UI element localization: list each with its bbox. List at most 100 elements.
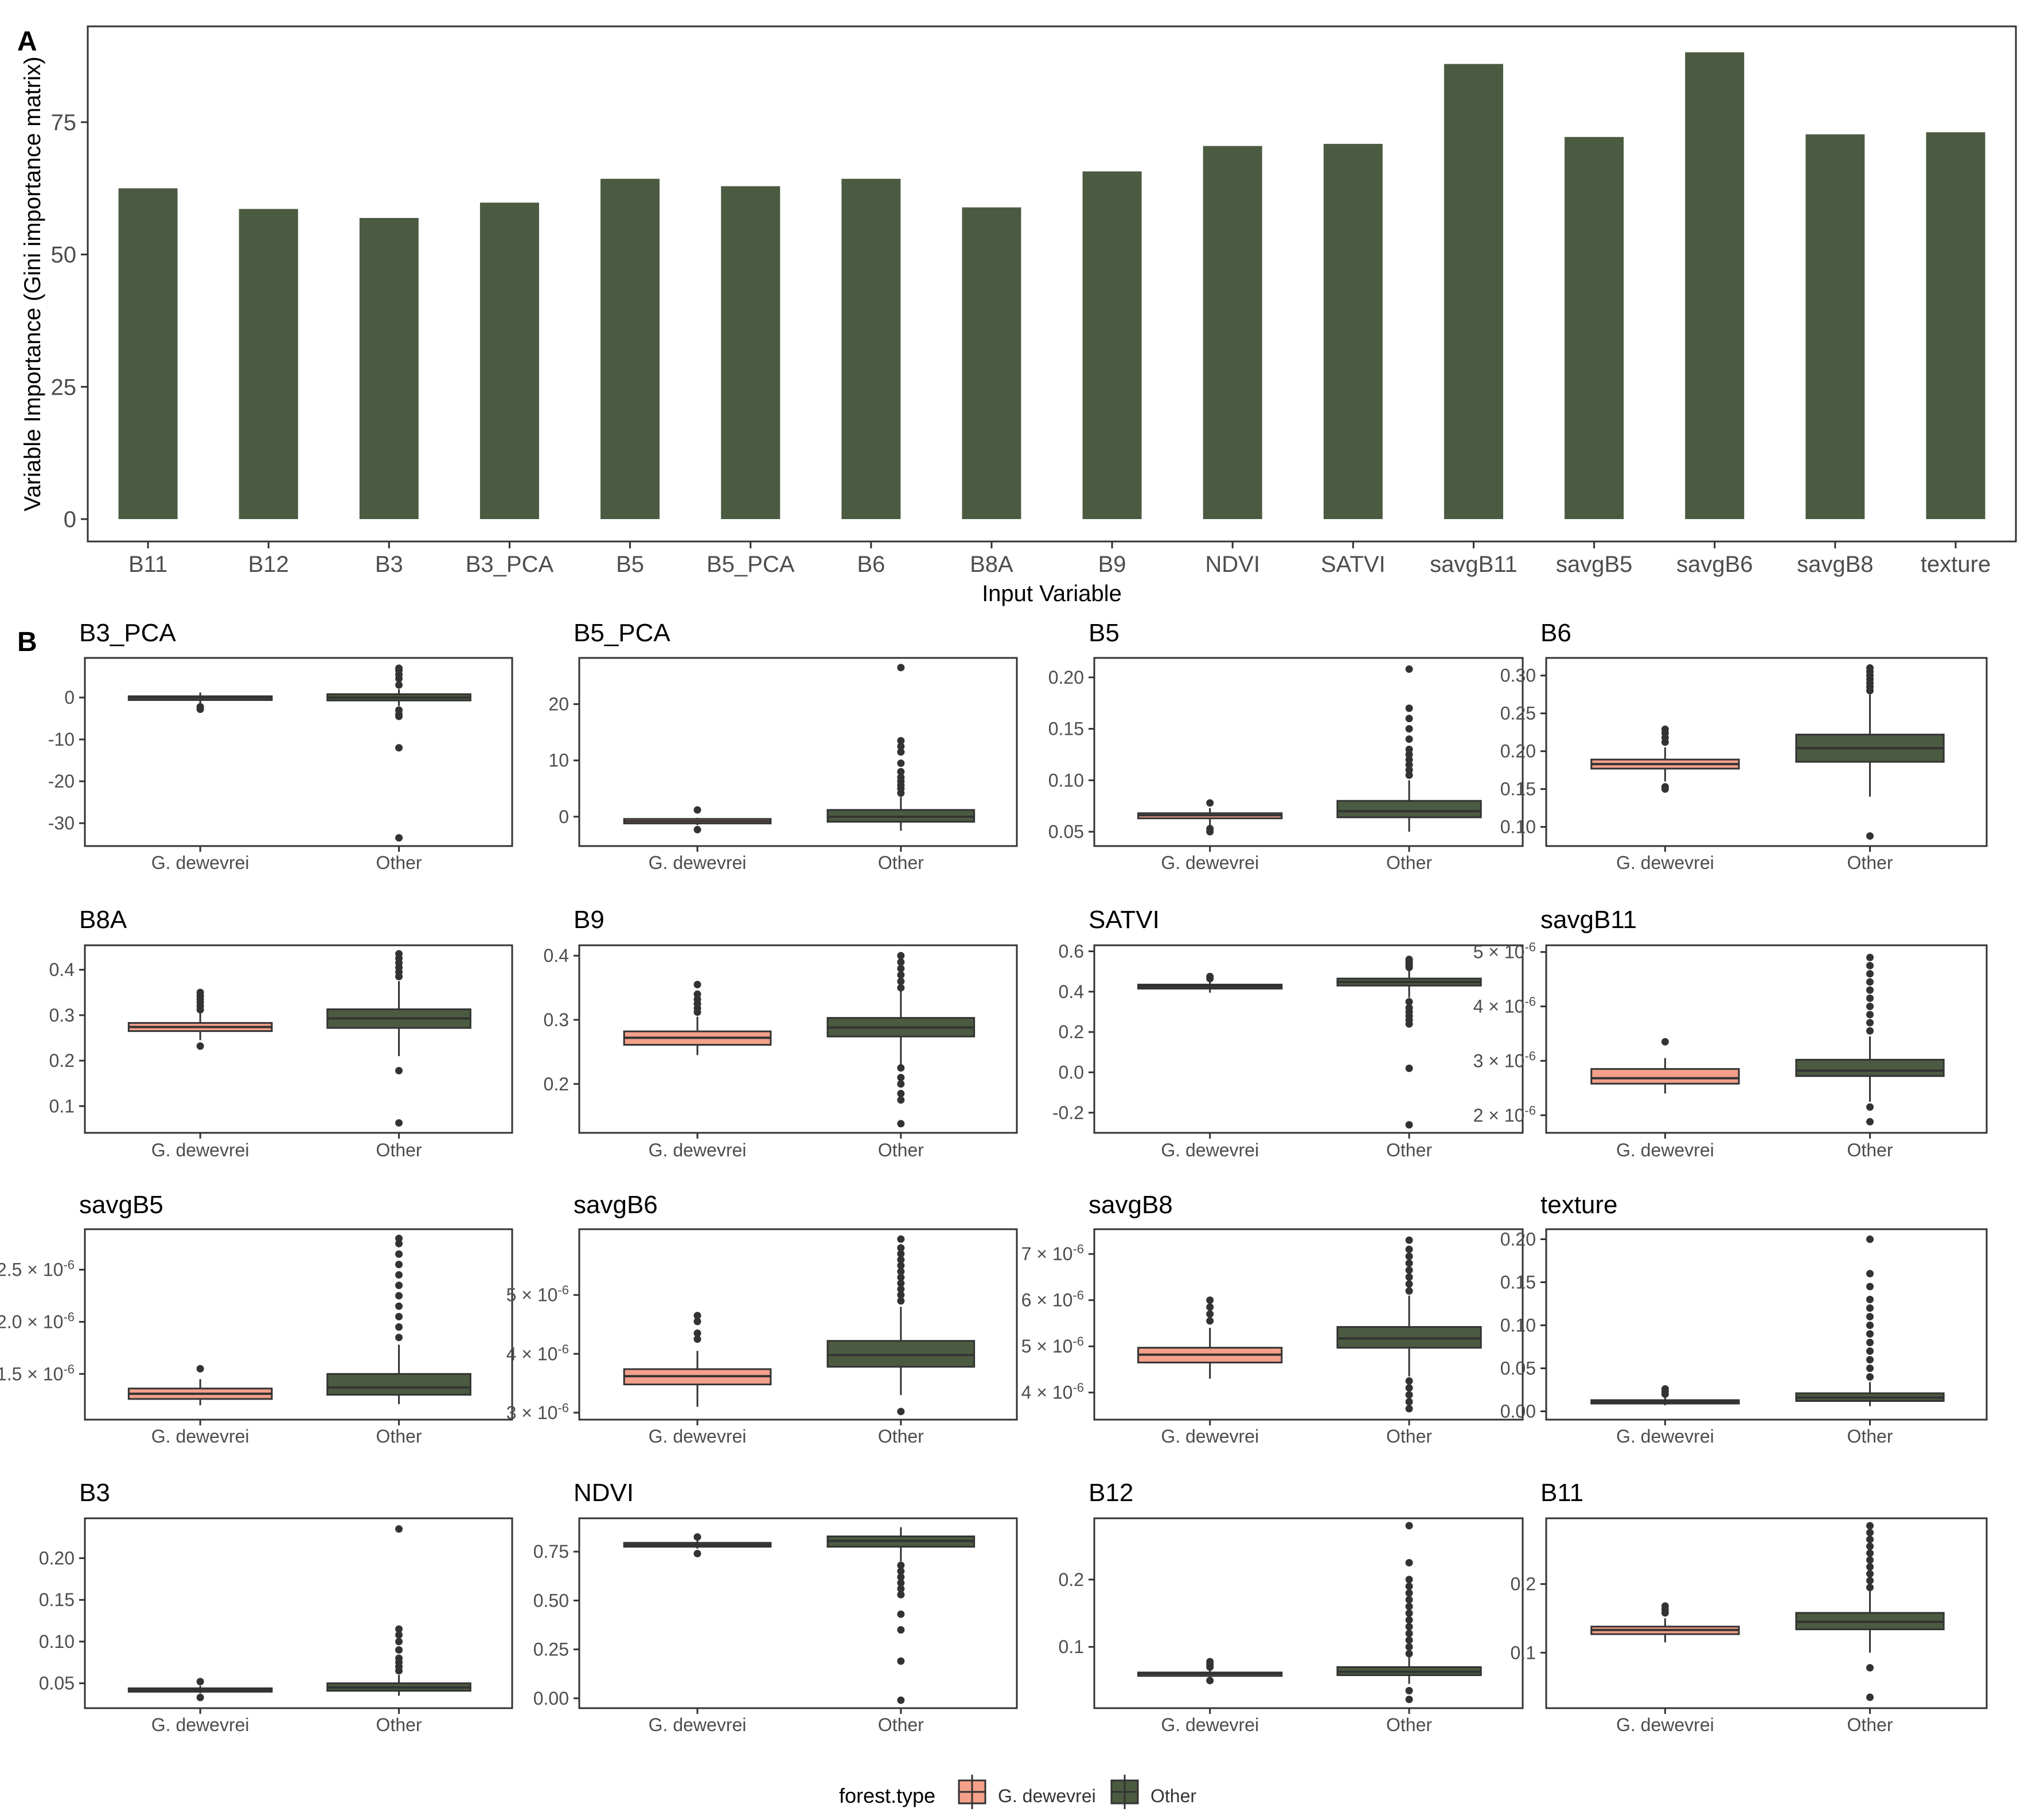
y-tick-label: 0.15 [1048, 719, 1084, 739]
outlier-other [1405, 997, 1413, 1006]
x-tick-label-g-dewevrei: G. dewevrei [1616, 1140, 1714, 1160]
outlier-other [395, 664, 403, 672]
outlier-other [395, 1271, 403, 1279]
x-tick-label-b3-pca: B3_PCA [466, 552, 554, 577]
y-tick-label: 0.05 [1500, 1358, 1536, 1379]
y-tick-label: 0.1 [49, 1096, 75, 1116]
bar-b3 [359, 218, 419, 519]
boxplot-b5: B5 0.05 0.10 0.15 0.20 G. dewevrei Other [1048, 619, 1524, 873]
boxplot-title: savgB5 [79, 1191, 163, 1219]
outlier-g-dewevrei [1206, 1303, 1214, 1311]
outlier-other [1405, 956, 1413, 964]
y-tick-label: 0.00 [1500, 1401, 1536, 1422]
outlier-other [1405, 771, 1413, 779]
x-tick-label-b3: B3 [375, 552, 403, 577]
outlier-other [1405, 750, 1413, 758]
y-tick-label: 0.30 [1500, 665, 1536, 686]
outlier-other [897, 1064, 905, 1072]
outlier-other [1866, 832, 1874, 840]
outlier-other [897, 1273, 905, 1281]
y-tick-label: 0.3 [49, 1005, 75, 1026]
outlier-other [1405, 1245, 1413, 1253]
outlier-g-dewevrei [196, 1365, 204, 1373]
outlier-other [395, 1631, 403, 1639]
plot-frame [578, 944, 1018, 1134]
outlier-other [1866, 1577, 1874, 1585]
outlier-other [1866, 1118, 1874, 1126]
x-tick-label-g-dewevrei: G. dewevrei [151, 1714, 249, 1735]
outlier-g-dewevrei [196, 1042, 204, 1050]
y-tick-label: 0.10 [1048, 770, 1084, 790]
y-tick-label: 0.10 [1500, 1315, 1536, 1336]
outlier-g-dewevrei [1661, 1602, 1669, 1610]
x-tick-label-g-dewevrei: G. dewevrei [151, 1426, 249, 1447]
y-tick-label: 0.1 [1511, 1642, 1536, 1663]
x-tick-label-b12: B12 [248, 552, 289, 577]
y-tick-label: 7 × 10-6 [1021, 1242, 1084, 1264]
legend: forest.type G. dewevrei Other [839, 1775, 1196, 1809]
y-tick-label: 2.5 × 10-6 [0, 1258, 75, 1280]
outlier-other [897, 1261, 905, 1269]
outlier-other [1405, 1596, 1413, 1604]
x-tick-label-other: Other [376, 852, 422, 873]
outlier-g-dewevrei [693, 990, 701, 998]
x-tick-label-b9: B9 [1098, 552, 1126, 577]
outlier-other [395, 1261, 403, 1269]
x-tick-label-g-dewevrei: G. dewevrei [649, 1426, 747, 1447]
outlier-other [897, 1096, 905, 1104]
outlier-other [1866, 986, 1874, 994]
box-other [326, 1373, 471, 1396]
plot-frame [578, 1517, 1018, 1709]
y-tick-label: 10 [548, 750, 569, 771]
y-tick-label: 0.2 [1059, 1022, 1084, 1042]
boxplot-b3: B3 0.05 0.10 0.15 0.20 G. dewevrei Other [39, 1479, 513, 1735]
y-tick-label: 20 [548, 694, 569, 715]
outlier-other [897, 664, 905, 672]
outlier-other [1866, 1570, 1874, 1578]
x-tick-label-other: Other [1847, 1714, 1893, 1735]
outlier-other [1405, 1384, 1413, 1392]
y-tick-label: 3 × 10-6 [506, 1401, 569, 1423]
boxplot-b12: B12 0.1 0.2 G. dewevrei Other [1059, 1479, 1524, 1735]
x-tick-label-other: Other [1386, 852, 1432, 873]
x-tick-label-savgb8: savgB8 [1797, 552, 1873, 577]
outlier-g-dewevrei [1206, 828, 1214, 836]
bar-b5-pca [721, 186, 781, 519]
outlier-other [1405, 1583, 1413, 1591]
outlier-other [1405, 1616, 1413, 1624]
outlier-other [1866, 1522, 1874, 1530]
outlier-other [897, 1297, 905, 1305]
outlier-other [897, 1279, 905, 1287]
outlier-other [897, 1567, 905, 1575]
outlier-other [1405, 1696, 1413, 1704]
y-tick-label: 0.4 [1059, 981, 1084, 1002]
outlier-other [1866, 978, 1874, 986]
x-tick-label-g-dewevrei: G. dewevrei [649, 1140, 747, 1160]
boxplot-title: NDVI [574, 1479, 634, 1507]
y-tick-label: 0.1 [1059, 1636, 1084, 1657]
y-tick-label: 0.15 [39, 1589, 75, 1610]
y-tick-label: 0.2 [1059, 1569, 1084, 1590]
outlier-other [1866, 1556, 1874, 1564]
bar-b11 [118, 188, 178, 519]
y-tick-label: 0.2 [49, 1050, 75, 1071]
outlier-g-dewevrei [196, 1693, 204, 1701]
boxplot-savgb8: savgB8 4 × 10-6 5 × 10-6 6 × 10-6 7 × 10-6 G.… [1021, 1191, 1524, 1447]
y-tick-label: 1.5 × 10-6 [0, 1362, 75, 1384]
boxplot-b8a: B8A 0.1 0.2 0.3 0.4 G. dewevrei Other [49, 906, 513, 1160]
outlier-other [897, 965, 905, 973]
boxplot-title: texture [1540, 1191, 1618, 1219]
x-tick-label-g-dewevrei: G. dewevrei [151, 852, 249, 873]
outlier-g-dewevrei [1661, 1038, 1669, 1046]
y-tick-label: 0.20 [39, 1548, 75, 1569]
y-tick-label: 0.15 [1500, 779, 1536, 800]
outlier-g-dewevrei [693, 1533, 701, 1541]
outlier-other [1866, 1027, 1874, 1035]
boxplot-ndvi: NDVI 0.00 0.25 0.50 0.75 G. dewevrei Other [533, 1479, 1018, 1735]
outlier-other [1405, 1391, 1413, 1399]
plot-frame [1093, 1517, 1524, 1709]
y-tick-label: 0.3 [544, 1010, 569, 1030]
outlier-other [1866, 953, 1874, 961]
outlier-other [1866, 1304, 1874, 1312]
x-tick-label-satvi: SATVI [1321, 552, 1386, 577]
